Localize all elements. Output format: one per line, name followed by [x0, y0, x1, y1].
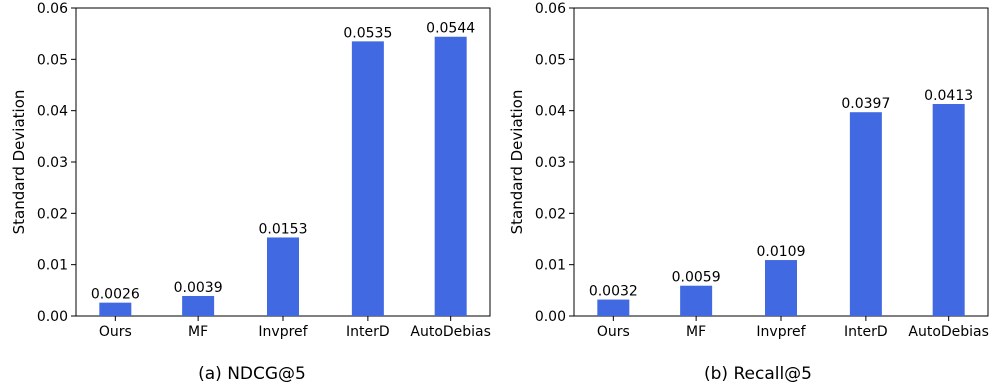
data-label: 0.0544	[426, 21, 475, 37]
y-tick-label: 0.00	[37, 309, 68, 325]
y-tick-label: 0.02	[535, 206, 566, 222]
bar	[351, 41, 384, 316]
y-tick-label: 0.00	[535, 309, 566, 325]
y-tick-label: 0.05	[535, 52, 566, 68]
x-tick-label: AutoDebias	[908, 324, 989, 340]
y-tick-label: 0.01	[535, 258, 566, 274]
x-tick-label: InterD	[346, 324, 390, 340]
x-tick-label: MF	[686, 324, 706, 340]
x-tick-label: AutoDebias	[410, 324, 491, 340]
y-tick-label: 0.04	[535, 104, 566, 120]
data-label: 0.0397	[841, 96, 890, 112]
bar	[434, 36, 467, 316]
data-label: 0.0413	[924, 88, 973, 104]
y-tick-label: 0.03	[37, 155, 68, 171]
y-tick-label: 0.06	[535, 1, 566, 17]
bar	[765, 260, 797, 316]
chart-panel-recall: 0.00 0.01 0.02 0.03 0.04 0.05 0.06 Standard Dev…	[508, 1, 989, 384]
chart-panel-ndcg: 0.00 0.01 0.02 0.03 0.04 0.05 0.06 Standard Dev…	[10, 1, 491, 384]
y-tick-label: 0.03	[535, 155, 566, 171]
data-label: 0.0109	[757, 244, 806, 260]
subfigure-caption: (b) Recall@5	[704, 364, 812, 384]
y-tick-label: 0.02	[37, 206, 68, 222]
data-label: 0.0032	[589, 284, 638, 300]
bar	[849, 112, 882, 316]
x-tick-label: InterD	[844, 324, 888, 340]
bar	[680, 285, 713, 316]
subfigure-caption: (a) NDCG@5	[198, 364, 306, 384]
y-tick-label: 0.05	[37, 52, 68, 68]
data-label: 0.0039	[174, 280, 223, 296]
bar	[99, 302, 132, 316]
bar	[267, 237, 299, 316]
y-axis-label: Standard Deviation	[10, 90, 28, 235]
x-tick-label: Ours	[597, 324, 630, 340]
bar	[597, 299, 630, 316]
y-tick-label: 0.06	[37, 1, 68, 17]
x-tick-label: Invpref	[258, 324, 308, 340]
y-tick-label: 0.04	[37, 104, 68, 120]
y-axis-label: Standard Deviation	[508, 90, 526, 235]
bar	[932, 103, 965, 316]
x-tick-label: Ours	[99, 324, 132, 340]
x-tick-label: MF	[188, 324, 208, 340]
bar	[182, 295, 215, 316]
data-label: 0.0026	[91, 287, 140, 303]
data-label: 0.0059	[672, 270, 721, 286]
data-label: 0.0535	[343, 25, 392, 41]
data-label: 0.0153	[259, 221, 308, 237]
x-tick-label: Invpref	[756, 324, 806, 340]
y-tick-label: 0.01	[37, 258, 68, 274]
